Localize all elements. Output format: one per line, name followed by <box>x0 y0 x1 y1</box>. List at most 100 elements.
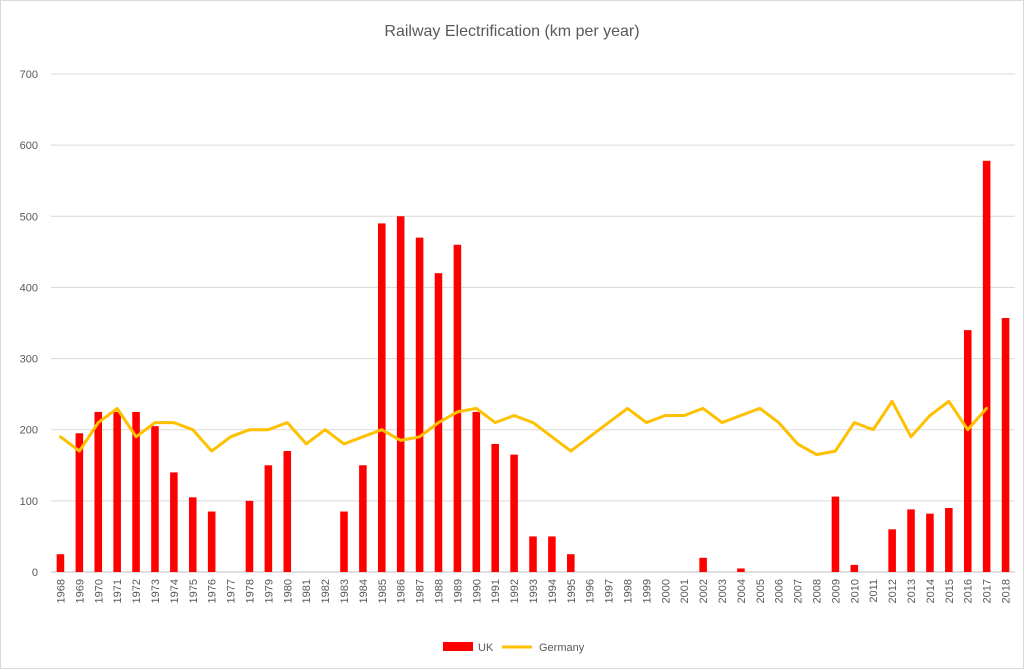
uk-bar <box>207 511 216 572</box>
x-tick-label: 1973 <box>150 579 162 603</box>
y-tick-label: 400 <box>20 282 38 294</box>
x-tick-label: 1968 <box>55 579 67 603</box>
uk-bar <box>94 411 103 572</box>
x-tick-label: 2002 <box>698 579 710 603</box>
uk-bars <box>56 160 1010 573</box>
uk-bar <box>340 511 348 572</box>
x-tick-label: 1972 <box>131 579 143 603</box>
uk-bar <box>283 451 292 572</box>
uk-bar <box>699 557 707 572</box>
uk-bar <box>963 330 972 572</box>
x-tick-label: 1986 <box>396 579 408 603</box>
x-tick-label: 2015 <box>944 579 956 603</box>
uk-bar <box>491 443 499 572</box>
uk-bar <box>264 465 273 572</box>
uk-bar <box>926 513 934 572</box>
y-tick-label: 300 <box>20 354 38 366</box>
x-tick-label: 1985 <box>377 579 389 603</box>
y-tick-label: 500 <box>20 211 38 223</box>
x-tick-label: 1991 <box>490 579 502 603</box>
x-tick-label: 1983 <box>339 579 351 603</box>
legend: UK Germany <box>443 642 585 654</box>
uk-bar <box>170 472 178 572</box>
uk-bar <box>132 411 140 572</box>
uk-bar <box>888 529 896 572</box>
y-tick-label: 700 <box>20 69 38 81</box>
uk-bar <box>151 426 159 572</box>
uk-bar <box>113 411 121 572</box>
x-tick-label: 2011 <box>868 579 880 603</box>
x-tick-label: 1984 <box>358 579 370 603</box>
uk-bar <box>737 568 745 572</box>
x-tick-label: 2010 <box>849 579 861 603</box>
x-tick-label: 1970 <box>93 579 105 603</box>
uk-bar <box>472 411 481 572</box>
x-tick-label: 1979 <box>263 579 275 603</box>
x-tick-label: 2003 <box>717 579 729 603</box>
x-tick-label: 1998 <box>623 579 635 603</box>
x-tick-label: 1987 <box>415 579 427 603</box>
x-tick-label: 2014 <box>925 579 937 603</box>
uk-bar <box>548 536 556 572</box>
germany-line <box>59 399 989 457</box>
y-tick-label: 0 <box>32 567 38 579</box>
x-tick-label: 1974 <box>169 579 181 603</box>
x-tick-label: 1992 <box>509 579 521 603</box>
uk-bar <box>453 244 462 572</box>
x-tick-label: 1977 <box>226 579 238 603</box>
x-tick-label: 2012 <box>887 579 899 603</box>
uk-bar <box>245 500 254 572</box>
x-tick-label: 1999 <box>641 579 653 603</box>
x-tick-label: 1997 <box>604 579 616 603</box>
x-tick-label: 1996 <box>585 579 597 603</box>
x-tick-label: 1990 <box>471 579 483 603</box>
x-tick-label: 1995 <box>566 579 578 603</box>
x-tick-label: 1976 <box>207 579 219 603</box>
x-tick-label: 1994 <box>547 579 559 603</box>
x-tick-label: 1978 <box>244 579 256 603</box>
uk-bar <box>378 223 386 572</box>
x-tick-label: 2008 <box>812 579 824 603</box>
y-axis-tick-labels: 0 100 200 300 400 500 600 700 <box>20 69 38 579</box>
legend-uk-swatch <box>443 642 473 651</box>
uk-bar <box>945 507 953 572</box>
x-tick-label: 1969 <box>74 579 86 603</box>
uk-bar <box>831 496 840 572</box>
x-tick-label: 1975 <box>188 579 200 603</box>
y-tick-label: 200 <box>20 425 38 437</box>
y-tick-label: 600 <box>20 140 38 152</box>
uk-bar <box>415 237 424 572</box>
uk-bar <box>907 509 915 572</box>
uk-bar <box>56 554 65 572</box>
x-tick-label: 1971 <box>112 579 124 603</box>
uk-bar <box>510 454 518 572</box>
x-tick-label: 2005 <box>755 579 767 603</box>
uk-bar <box>359 465 367 572</box>
x-tick-label: 2000 <box>660 579 672 603</box>
x-tick-label: 1980 <box>282 579 294 603</box>
uk-bar <box>567 554 575 572</box>
uk-bar <box>982 160 991 572</box>
x-tick-label: 2018 <box>1001 579 1013 603</box>
x-tick-label: 2004 <box>736 579 748 603</box>
x-tick-label: 2017 <box>982 579 994 603</box>
x-tick-label: 2006 <box>774 579 786 603</box>
x-tick-label: 2009 <box>830 579 842 603</box>
x-tick-label: 2007 <box>793 579 805 603</box>
germany-series-line <box>59 399 989 457</box>
uk-bar <box>396 216 405 573</box>
x-tick-label: 2013 <box>906 579 918 603</box>
x-tick-label: 1981 <box>301 579 313 603</box>
legend-uk-label: UK <box>478 642 494 654</box>
x-tick-label: 2016 <box>963 579 975 603</box>
uk-bar <box>188 497 197 572</box>
x-axis-tick-labels: 1968 1969 1970 1971 1972 1973 1974 1975 1976 1977… <box>55 579 1012 603</box>
x-tick-label: 1988 <box>433 579 445 603</box>
chart-title: Railway Electrification (km per year) <box>384 23 639 40</box>
uk-bar <box>1001 318 1010 572</box>
uk-bar <box>850 564 859 572</box>
legend-germany-label: Germany <box>539 642 585 654</box>
x-tick-label: 2001 <box>679 579 691 603</box>
uk-bar <box>529 536 537 572</box>
